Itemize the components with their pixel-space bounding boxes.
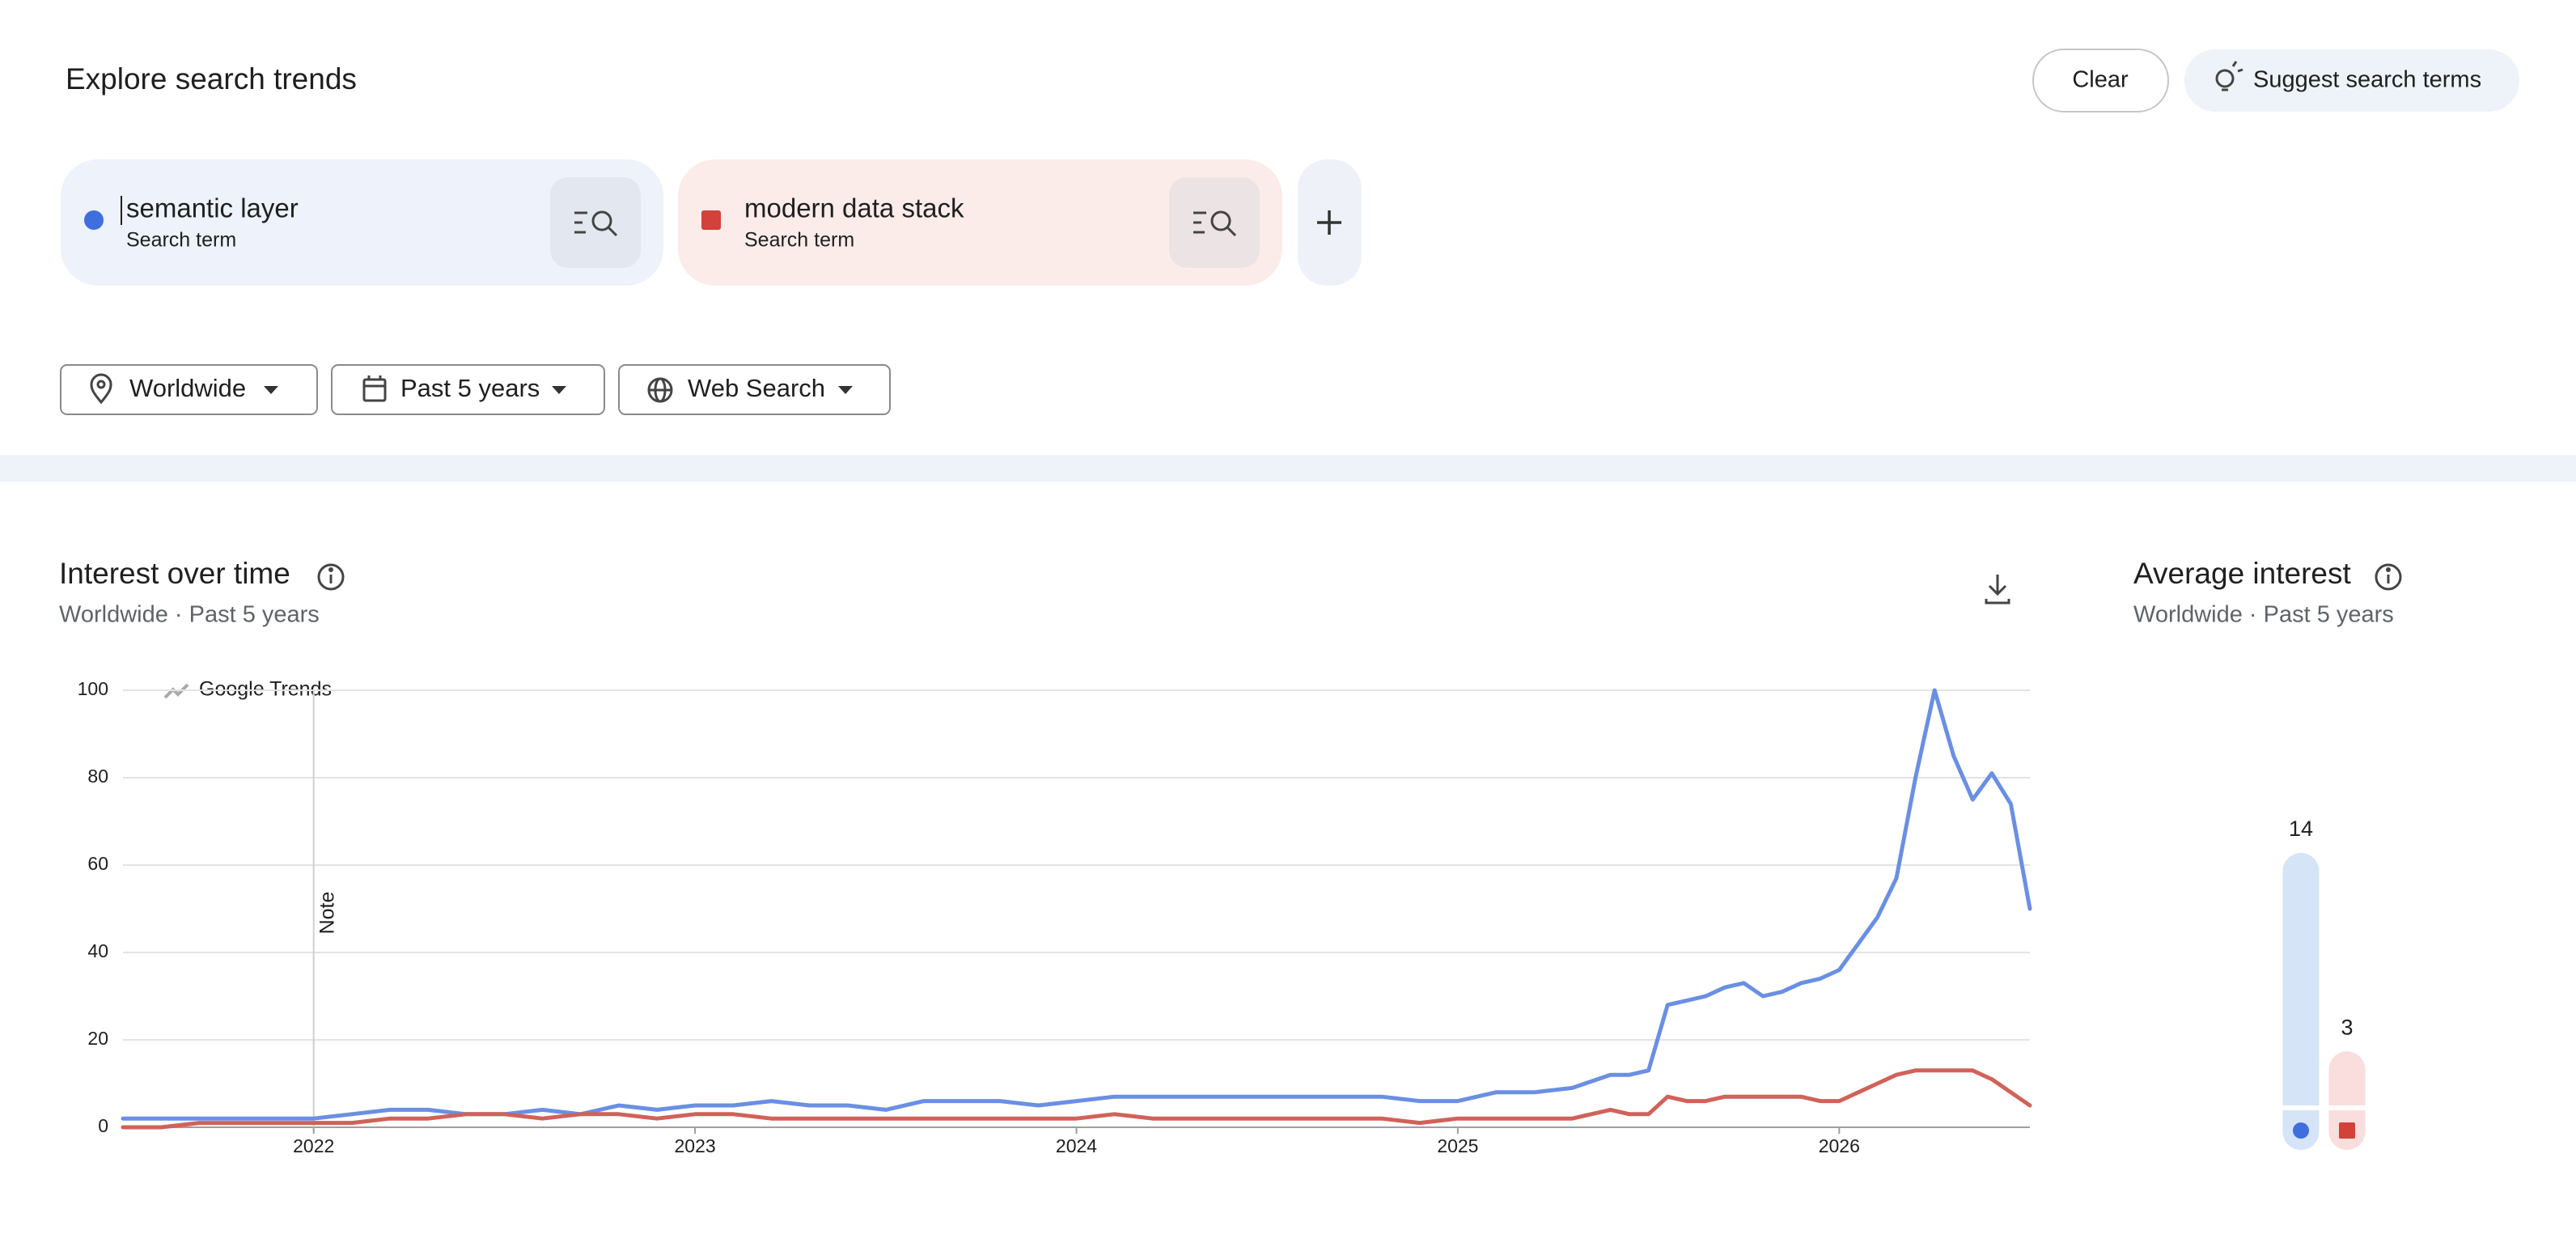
suggest-icon bbox=[2215, 61, 2243, 91]
dropdown-arrow bbox=[552, 386, 566, 394]
term-card[interactable]: modern data stack Search term bbox=[678, 159, 1282, 286]
x-tick-label: 2025 bbox=[1437, 1135, 1478, 1156]
filter-label[interactable]: Past 5 years bbox=[400, 374, 540, 402]
filter-bg[interactable] bbox=[60, 364, 318, 415]
term-search-button[interactable] bbox=[550, 177, 641, 268]
bar bbox=[2328, 1051, 2366, 1105]
value-label: 14 bbox=[2289, 817, 2313, 841]
search-icon bbox=[1193, 210, 1237, 237]
term-dot bbox=[84, 210, 104, 230]
filter-bg[interactable] bbox=[618, 364, 891, 415]
search-icon bbox=[574, 210, 618, 237]
term-label[interactable]: modern data stack bbox=[744, 193, 964, 223]
suggest-label[interactable]: Suggest search terms bbox=[2253, 67, 2481, 93]
y-tick-label: 40 bbox=[87, 940, 108, 961]
y-tick-label: 80 bbox=[87, 766, 108, 787]
globe-icon bbox=[647, 377, 673, 403]
x-tick-label: 2023 bbox=[675, 1135, 716, 1156]
term-label[interactable]: semantic layer bbox=[126, 193, 299, 223]
legend-square bbox=[2339, 1122, 2355, 1139]
suggest-button-bg[interactable] bbox=[2184, 49, 2519, 112]
legend-dot bbox=[2293, 1122, 2309, 1139]
page-title: Explore search trends bbox=[66, 62, 357, 95]
y-tick-label: 20 bbox=[87, 1028, 108, 1049]
section-divider bbox=[0, 455, 2576, 482]
x-tick-label: 2024 bbox=[1056, 1135, 1097, 1156]
bar bbox=[2282, 853, 2320, 1105]
calendar-icon bbox=[362, 375, 387, 402]
add-term-button[interactable] bbox=[1298, 159, 1362, 286]
clear-button-bg[interactable] bbox=[2032, 49, 2169, 112]
y-tick-label: 0 bbox=[98, 1115, 108, 1136]
info-icon[interactable] bbox=[2375, 563, 2402, 591]
x-tick-label: 2026 bbox=[1819, 1135, 1860, 1156]
clear-button[interactable]: Clear bbox=[2032, 49, 2169, 112]
series-line bbox=[121, 688, 2032, 1121]
suggest-button[interactable]: Suggest search terms bbox=[2184, 49, 2519, 112]
info-icon[interactable] bbox=[317, 563, 345, 591]
term-sublabel: Search term bbox=[126, 229, 236, 252]
chart-subtitle: Worldwide · Past 5 years bbox=[59, 602, 320, 628]
clear-label[interactable]: Clear bbox=[2072, 67, 2129, 93]
download-icon[interactable] bbox=[1985, 575, 2010, 605]
dropdown-arrow bbox=[838, 386, 853, 394]
plus-icon bbox=[1317, 210, 1341, 235]
x-tick-label: 2022 bbox=[293, 1135, 334, 1156]
note-label: Note bbox=[316, 892, 338, 935]
watermark: Google Trends bbox=[199, 678, 332, 701]
term-square bbox=[701, 210, 721, 230]
dropdown-arrow bbox=[264, 386, 278, 394]
term-search-button[interactable] bbox=[1169, 177, 1260, 268]
series-line bbox=[121, 1068, 2032, 1130]
y-tick-label: 100 bbox=[78, 678, 108, 699]
value-label: 3 bbox=[2341, 1015, 2353, 1039]
y-tick-label: 60 bbox=[87, 853, 108, 874]
chart-title: Average interest bbox=[2133, 557, 2351, 590]
filter-location[interactable]: Worldwide bbox=[60, 364, 318, 415]
term-card-bg[interactable] bbox=[678, 159, 1282, 286]
filter-label[interactable]: Worldwide bbox=[129, 374, 246, 402]
chart-subtitle: Worldwide · Past 5 years bbox=[2133, 602, 2394, 628]
filter-time[interactable]: Past 5 years bbox=[331, 364, 605, 415]
chart-title: Interest over time bbox=[59, 557, 290, 590]
filter-bg[interactable] bbox=[331, 364, 605, 415]
term-card[interactable]: semantic layer Search term bbox=[61, 159, 663, 286]
term-sublabel: Search term bbox=[744, 229, 854, 252]
filter-label[interactable]: Web Search bbox=[688, 374, 825, 402]
term-card-bg[interactable] bbox=[61, 159, 663, 286]
pin-icon bbox=[90, 373, 112, 405]
filter-property[interactable]: Web Search bbox=[618, 364, 891, 415]
